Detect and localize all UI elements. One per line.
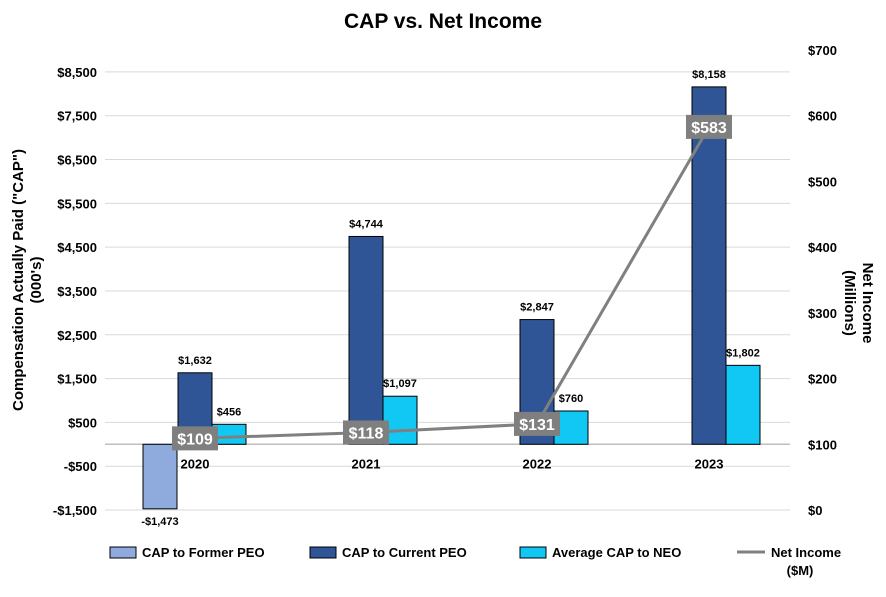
bar-data-label: $8,158 — [692, 69, 726, 81]
bar-data-label: $1,097 — [383, 378, 417, 390]
net-income-data-label: $118 — [349, 425, 384, 442]
bar-data-label: -$1,473 — [141, 516, 178, 528]
y-left-tick-label: $2,500 — [57, 328, 97, 343]
net-income-label-box — [514, 411, 560, 436]
bar-data-label: $4,744 — [349, 218, 384, 230]
y-right-tick-label: $700 — [808, 43, 837, 58]
y-right-tick-label: $500 — [808, 174, 837, 189]
net-income-data-label: $583 — [691, 120, 727, 137]
legend-label: Average CAP to NEO — [552, 545, 681, 560]
net-income-data-label: $131 — [519, 417, 555, 434]
chart-title: CAP vs. Net Income — [344, 10, 542, 33]
y-left-tick-label: $500 — [68, 415, 97, 430]
net-income-polyline — [194, 126, 711, 440]
bar-data-label: $1,632 — [178, 355, 212, 367]
bar-cap-to-former-peo-2020 — [142, 443, 178, 510]
y-left-tick-label: $3,500 — [57, 284, 97, 299]
legend-label: Net Income — [771, 545, 841, 560]
legend-label: CAP to Former PEO — [142, 545, 265, 560]
net-income-label-box — [343, 420, 389, 445]
y-right-axis-title-unit: (Millions) — [841, 270, 858, 336]
y-right-tick-label: $400 — [808, 240, 837, 255]
bar-cap-to-current-peo-2021 — [348, 235, 384, 445]
x-tick-label: 2021 — [352, 456, 381, 471]
x-tick-label: 2020 — [181, 456, 210, 471]
legend-label: CAP to Current PEO — [342, 545, 467, 560]
net-income-label-box — [172, 426, 218, 451]
y-right-tick-label: $0 — [808, 503, 822, 518]
x-tick-label: 2022 — [523, 456, 552, 471]
y-right-axis-title: Net Income — [859, 263, 876, 344]
bar-data-label: $456 — [217, 406, 241, 418]
y-left-tick-label: $7,500 — [57, 109, 97, 124]
y-right-tick-label: $200 — [808, 372, 837, 387]
y-left-tick-label: -$1,500 — [53, 503, 97, 518]
y-left-axis-title: Compensation Actually Paid ("CAP") — [10, 149, 27, 411]
y-right-tick-label: $600 — [808, 109, 837, 124]
y-left-tick-label: $8,500 — [57, 65, 97, 80]
bar-cap-to-current-peo-2023 — [691, 86, 727, 445]
y-left-tick-label: $1,500 — [57, 372, 97, 387]
bar-data-label: $2,847 — [520, 302, 554, 314]
legend-swatch — [309, 546, 337, 559]
bars: -$1,473 $1,632 $4,744 $2,847 $8,158 $456 $1,09… — [141, 69, 761, 528]
legend-swatch — [109, 546, 137, 559]
y-left-tick-label: $5,500 — [57, 196, 97, 211]
net-income-data-label: $109 — [177, 431, 213, 448]
y-right-tick-label: $100 — [808, 437, 837, 452]
legend: CAP to Former PEO CAP to Current PEO Avera… — [109, 545, 841, 578]
y-left-tick-label: -$500 — [64, 459, 97, 474]
net-income-label-box — [686, 114, 732, 139]
y-left-tick-label: $6,500 — [57, 153, 97, 168]
y-left-tick-label: $4,500 — [57, 240, 97, 255]
x-tick-label: 2023 — [695, 456, 724, 471]
bar-data-label: $760 — [559, 393, 583, 405]
legend-swatch — [519, 546, 547, 559]
legend-label-unit: ($M) — [787, 563, 814, 578]
y-right-tick-label: $300 — [808, 306, 837, 321]
bar-average-cap-to-neo-2023 — [725, 364, 761, 445]
net-income-line: $109 $118 $131 $583 — [172, 114, 732, 451]
axes: -$1,500 -$500 $500 $1,500 $2,500 $3,500 $4,500… — [53, 43, 837, 518]
y-left-axis-title-unit: (000's) — [28, 257, 45, 304]
bar-data-label: $1,802 — [726, 347, 760, 359]
